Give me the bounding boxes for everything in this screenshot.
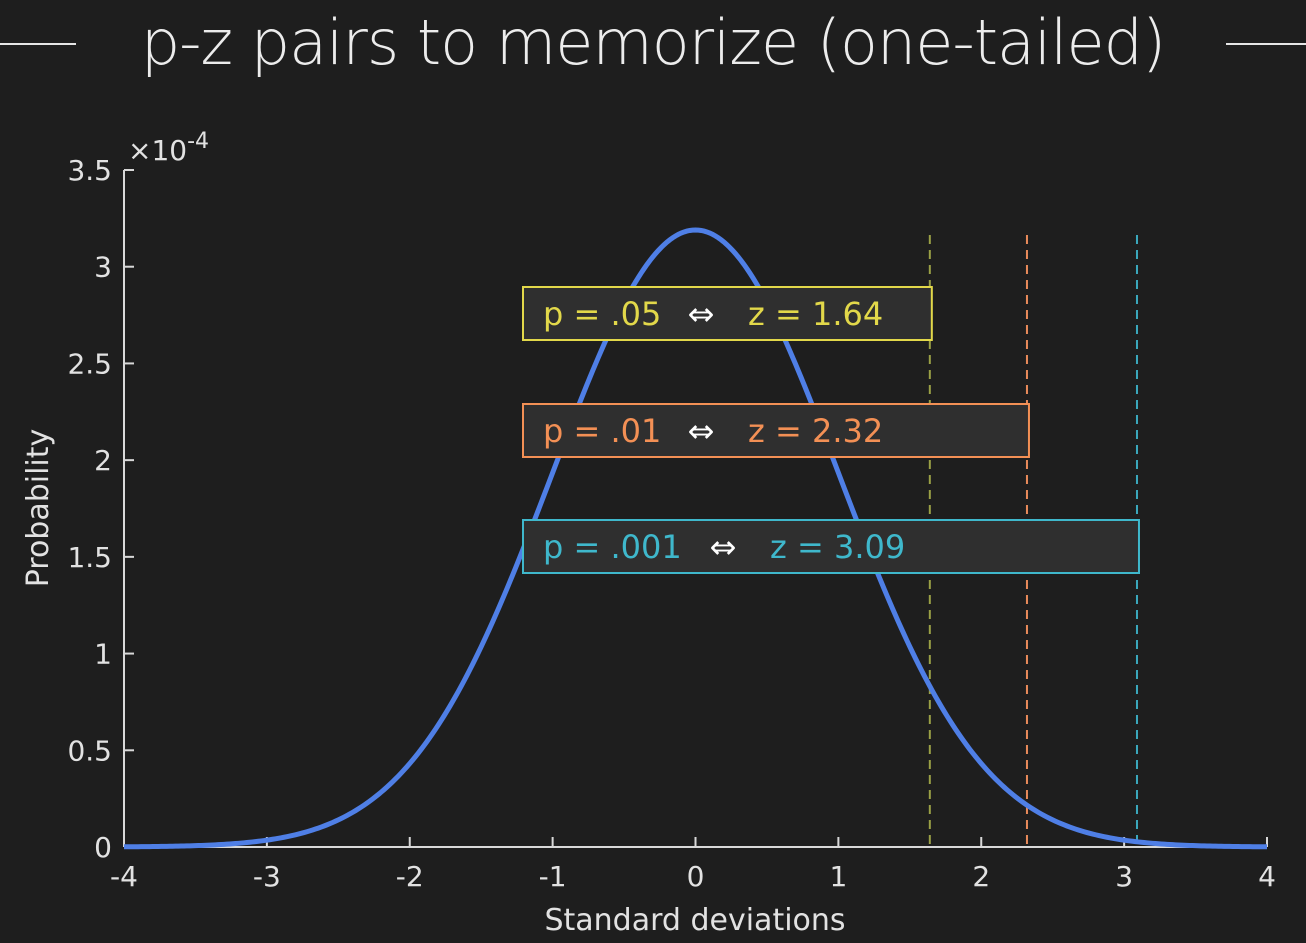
annotation-box-frame <box>522 519 1140 574</box>
z-value-label: z = 1.64 <box>748 295 883 333</box>
y-exponent-base: ×10 <box>128 134 187 167</box>
x-tick-label: -3 <box>253 860 281 893</box>
axes: -4 -3 -2 -1 0 1 2 3 4 0 0.5 1 1.5 2 2.5 3 3.5 <box>67 154 1275 893</box>
equivalence-arrow: ⇔ <box>710 528 737 566</box>
normal-curve-series <box>123 227 1268 850</box>
annotation-box: p = .001 ⇔ z = 3.09 <box>522 519 1140 574</box>
z-value-label: z = 2.32 <box>748 412 883 450</box>
y-tick-label: 1.5 <box>67 541 112 574</box>
y-exponent-power: -4 <box>187 129 209 154</box>
x-tick-label: -2 <box>396 860 424 893</box>
y-tick-label: 2.5 <box>67 347 112 380</box>
y-tick-label: 0.5 <box>67 734 112 767</box>
x-tick-label: -1 <box>539 860 567 893</box>
equivalence-arrow: ⇔ <box>688 412 715 450</box>
p-value-label: p = .001 <box>543 528 682 566</box>
y-tick-label: 0 <box>94 831 112 864</box>
y-tick-label: 2 <box>94 444 112 477</box>
y-axis-exponent: ×10-4 <box>128 129 209 167</box>
z-value-label: z = 3.09 <box>770 528 905 566</box>
title-bar: p-z pairs to memorize (one-tailed) <box>0 0 1306 92</box>
annotation-box: p = .01 ⇔ z = 2.32 <box>522 403 1030 458</box>
annotation-box: p = .05 ⇔ z = 1.64 <box>522 286 933 341</box>
x-tick-label: 0 <box>687 860 705 893</box>
y-axis-label: Probability <box>21 429 56 588</box>
p-value-label: p = .05 <box>543 295 661 333</box>
title-rule-right <box>1226 43 1306 45</box>
x-tick-label: 2 <box>972 860 990 893</box>
y-tick-label: 1 <box>94 638 112 671</box>
y-tick-label: 3.5 <box>67 154 112 187</box>
x-axis-label: Standard deviations <box>544 903 845 938</box>
equivalence-arrow: ⇔ <box>688 295 715 333</box>
annotation-box-frame <box>522 286 933 341</box>
title-rule-left <box>0 43 76 45</box>
p-value-label: p = .01 <box>543 412 661 450</box>
annotations: p = .05 ⇔ z = 1.64 p = .01 ⇔ z = 2.32 p = .001… <box>522 286 1140 574</box>
x-tick-label: 3 <box>1115 860 1133 893</box>
x-tick-label: 1 <box>829 860 847 893</box>
x-tick-label: -4 <box>110 860 138 893</box>
x-tick-label: 4 <box>1258 860 1276 893</box>
annotation-box-frame <box>522 403 1030 458</box>
y-tick-label: 3 <box>94 251 112 284</box>
slide-title: p-z pairs to memorize (one-tailed) <box>140 6 1166 79</box>
